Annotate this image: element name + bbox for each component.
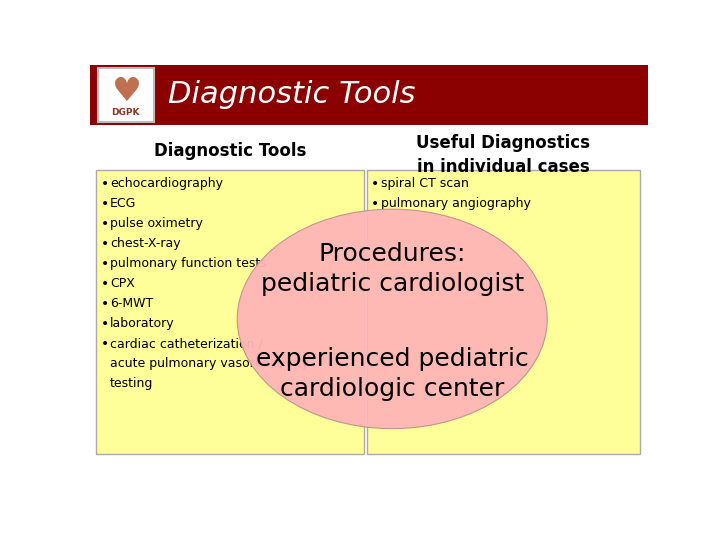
Text: spiral CT scan: spiral CT scan	[381, 177, 469, 190]
Text: •: •	[372, 197, 379, 211]
Text: •: •	[101, 298, 109, 312]
Text: ECG: ECG	[110, 197, 137, 210]
Text: •: •	[101, 338, 109, 352]
Text: Diagnostic Tools: Diagnostic Tools	[168, 80, 415, 109]
Text: pulmonary function tests: pulmonary function tests	[110, 257, 267, 271]
Text: pulse oximetry: pulse oximetry	[110, 217, 203, 230]
Text: laboratory: laboratory	[110, 318, 175, 330]
Text: chest-X-ray: chest-X-ray	[110, 237, 181, 250]
Text: testing: testing	[110, 377, 153, 390]
Text: Useful Diagnostics
in individual cases: Useful Diagnostics in individual cases	[416, 134, 590, 176]
Text: experienced pediatric
cardiologic center: experienced pediatric cardiologic center	[256, 348, 528, 401]
Text: 6-MWT: 6-MWT	[110, 298, 153, 310]
Text: Procedures:
pediatric cardiologist: Procedures: pediatric cardiologist	[261, 242, 524, 296]
Ellipse shape	[238, 209, 547, 429]
Text: •: •	[101, 318, 109, 332]
Text: echocardiography: echocardiography	[110, 177, 223, 190]
Text: •: •	[101, 177, 109, 191]
FancyBboxPatch shape	[98, 68, 153, 122]
Text: DGPK: DGPK	[112, 108, 140, 117]
Text: acute pulmonary vasoreactivity: acute pulmonary vasoreactivity	[110, 357, 309, 370]
Text: •: •	[101, 217, 109, 231]
FancyBboxPatch shape	[96, 170, 364, 454]
Text: •: •	[372, 177, 379, 191]
Text: •: •	[101, 278, 109, 291]
Text: pulmonary angiography: pulmonary angiography	[381, 197, 531, 210]
Text: ♥: ♥	[111, 75, 140, 108]
Text: •: •	[101, 197, 109, 211]
Text: CPX: CPX	[110, 278, 135, 291]
Text: Diagnostic Tools: Diagnostic Tools	[153, 142, 306, 160]
FancyBboxPatch shape	[90, 65, 648, 125]
Text: •: •	[101, 237, 109, 251]
Text: •: •	[101, 257, 109, 271]
Text: cardiac catheterization /: cardiac catheterization /	[110, 338, 263, 350]
FancyBboxPatch shape	[366, 170, 640, 454]
